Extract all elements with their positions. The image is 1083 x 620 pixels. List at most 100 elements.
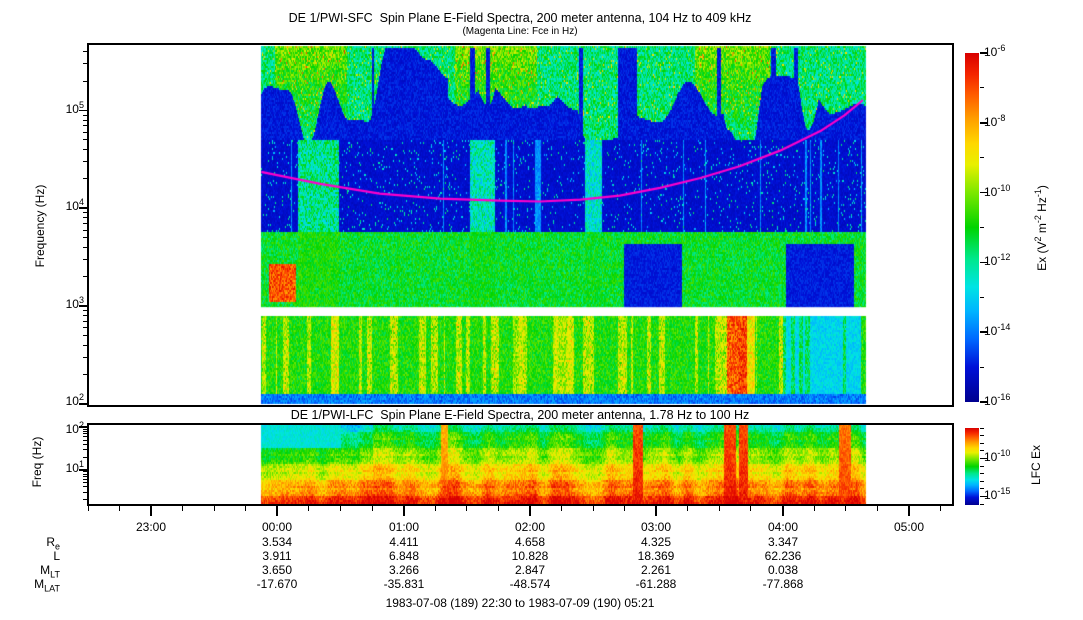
- lfc-title: DE 1/PWI-LFC Spin Plane E-Field Spectra,…: [290, 408, 750, 422]
- axis-tick: [83, 139, 88, 141]
- xtick-0500: 05:00: [893, 520, 925, 534]
- axis-tick: [79, 403, 88, 405]
- axis-tick: [980, 52, 988, 54]
- axis-tick: [718, 506, 720, 511]
- axis-tick: [83, 276, 88, 278]
- ephemeris-value: 2.847: [514, 563, 546, 577]
- sfc-cb-label-1e-14: 10-14: [984, 322, 1011, 338]
- lfc-cb-label-1e-10: 10-10: [984, 448, 1011, 464]
- axis-tick: [83, 217, 88, 219]
- axis-tick: [83, 114, 88, 116]
- axis-tick: [813, 506, 815, 511]
- axis-tick: [83, 431, 88, 433]
- axis-tick: [276, 506, 279, 516]
- axis-tick: [980, 87, 984, 89]
- axis-tick: [980, 261, 988, 264]
- axis-tick: [83, 131, 88, 133]
- axis-tick: [83, 436, 88, 438]
- ephemeris-value: 4.411: [389, 535, 419, 549]
- axis-tick: [182, 506, 184, 511]
- axis-tick: [83, 237, 88, 239]
- axis-tick: [83, 439, 88, 441]
- axis-tick: [980, 227, 984, 228]
- axis-tick: [83, 119, 88, 121]
- xtick-0400: 04:00: [767, 520, 799, 534]
- lfc-ytick-1e2: 102: [65, 420, 84, 436]
- ephemeris-value: -77.868: [762, 577, 804, 591]
- sfc-subtitle: (Magenta Line: Fce in Hz): [462, 26, 578, 37]
- lfc-plot-frame: [87, 423, 954, 506]
- ephemeris-value: 3.911: [262, 549, 292, 563]
- axis-tick: [83, 335, 88, 337]
- axis-tick: [83, 476, 88, 478]
- axis-tick: [561, 506, 563, 511]
- axis-tick: [83, 161, 88, 163]
- axis-tick: [83, 491, 88, 493]
- axis-tick: [980, 366, 984, 368]
- axis-tick: [79, 305, 88, 307]
- axis-tick: [980, 457, 988, 459]
- axis-tick: [939, 506, 941, 511]
- axis-tick: [687, 506, 689, 511]
- lfc-colorbar: [965, 428, 979, 505]
- xtick-0300: 03:00: [640, 520, 672, 534]
- axis-tick: [497, 506, 499, 511]
- ephemeris-rowlabel-mlat: MLAT: [34, 577, 60, 594]
- axis-tick: [83, 223, 88, 225]
- sfc-cb-label-1e-10: 10-10: [984, 183, 1011, 199]
- axis-tick: [980, 495, 988, 497]
- ephemeris-value: 18.369: [637, 549, 675, 563]
- axis-tick: [83, 356, 88, 358]
- axis-tick: [83, 486, 88, 488]
- axis-tick: [371, 506, 373, 511]
- ephemeris-value: 62.236: [764, 549, 802, 563]
- ephemeris-value: 3.347: [767, 535, 799, 549]
- axis-tick: [83, 499, 88, 501]
- axis-tick: [980, 157, 984, 159]
- sfc-plot-frame: [87, 43, 954, 407]
- sfc-y-axis-label: Frequency (Hz): [33, 184, 47, 268]
- sfc-cb-label-1e-6: 10-6: [984, 43, 1006, 59]
- axis-tick: [528, 506, 531, 516]
- axis-tick: [83, 310, 88, 312]
- ephemeris-value: -35.831: [383, 577, 425, 591]
- axis-tick: [980, 331, 988, 333]
- sfc-colorbar: [965, 53, 979, 402]
- axis-tick: [466, 506, 468, 511]
- ephemeris-value: 4.658: [514, 535, 546, 549]
- axis-tick: [83, 478, 88, 480]
- axis-tick: [308, 506, 310, 511]
- ephemeris-value: 3.266: [388, 563, 420, 577]
- axis-tick: [83, 433, 88, 435]
- axis-tick: [980, 465, 984, 467]
- ephemeris-value: 2.261: [640, 563, 672, 577]
- axis-tick: [845, 506, 847, 511]
- axis-tick: [980, 296, 984, 298]
- ephemeris-value: 6.848: [388, 549, 420, 563]
- axis-tick: [980, 122, 988, 124]
- xtick-2300: 23:00: [135, 520, 167, 534]
- ephemeris-value: 10.828: [511, 549, 549, 563]
- axis-tick: [980, 401, 988, 403]
- axis-tick: [79, 207, 88, 209]
- sfc-ytick-1e4: 104: [65, 197, 84, 213]
- axis-tick: [83, 259, 88, 261]
- axis-tick: [980, 442, 984, 444]
- lfc-ytick-1e1: 101: [65, 459, 84, 475]
- ephemeris-rowlabel-l: L: [53, 549, 60, 563]
- axis-tick: [907, 506, 910, 516]
- axis-tick: [83, 482, 88, 484]
- ephemeris-rowlabel-re: Re: [46, 535, 60, 552]
- axis-tick: [83, 229, 88, 231]
- axis-tick: [79, 426, 88, 428]
- ephemeris-value: 3.650: [261, 563, 293, 577]
- sfc-cb-label-1e-12: 10-12: [984, 252, 1011, 268]
- axis-tick: [434, 506, 436, 511]
- axis-tick: [87, 506, 89, 511]
- axis-tick: [402, 506, 405, 516]
- axis-tick: [592, 506, 594, 511]
- axis-tick: [79, 468, 88, 471]
- ephemeris-value: 0.038: [767, 563, 799, 577]
- axis-tick: [980, 473, 984, 475]
